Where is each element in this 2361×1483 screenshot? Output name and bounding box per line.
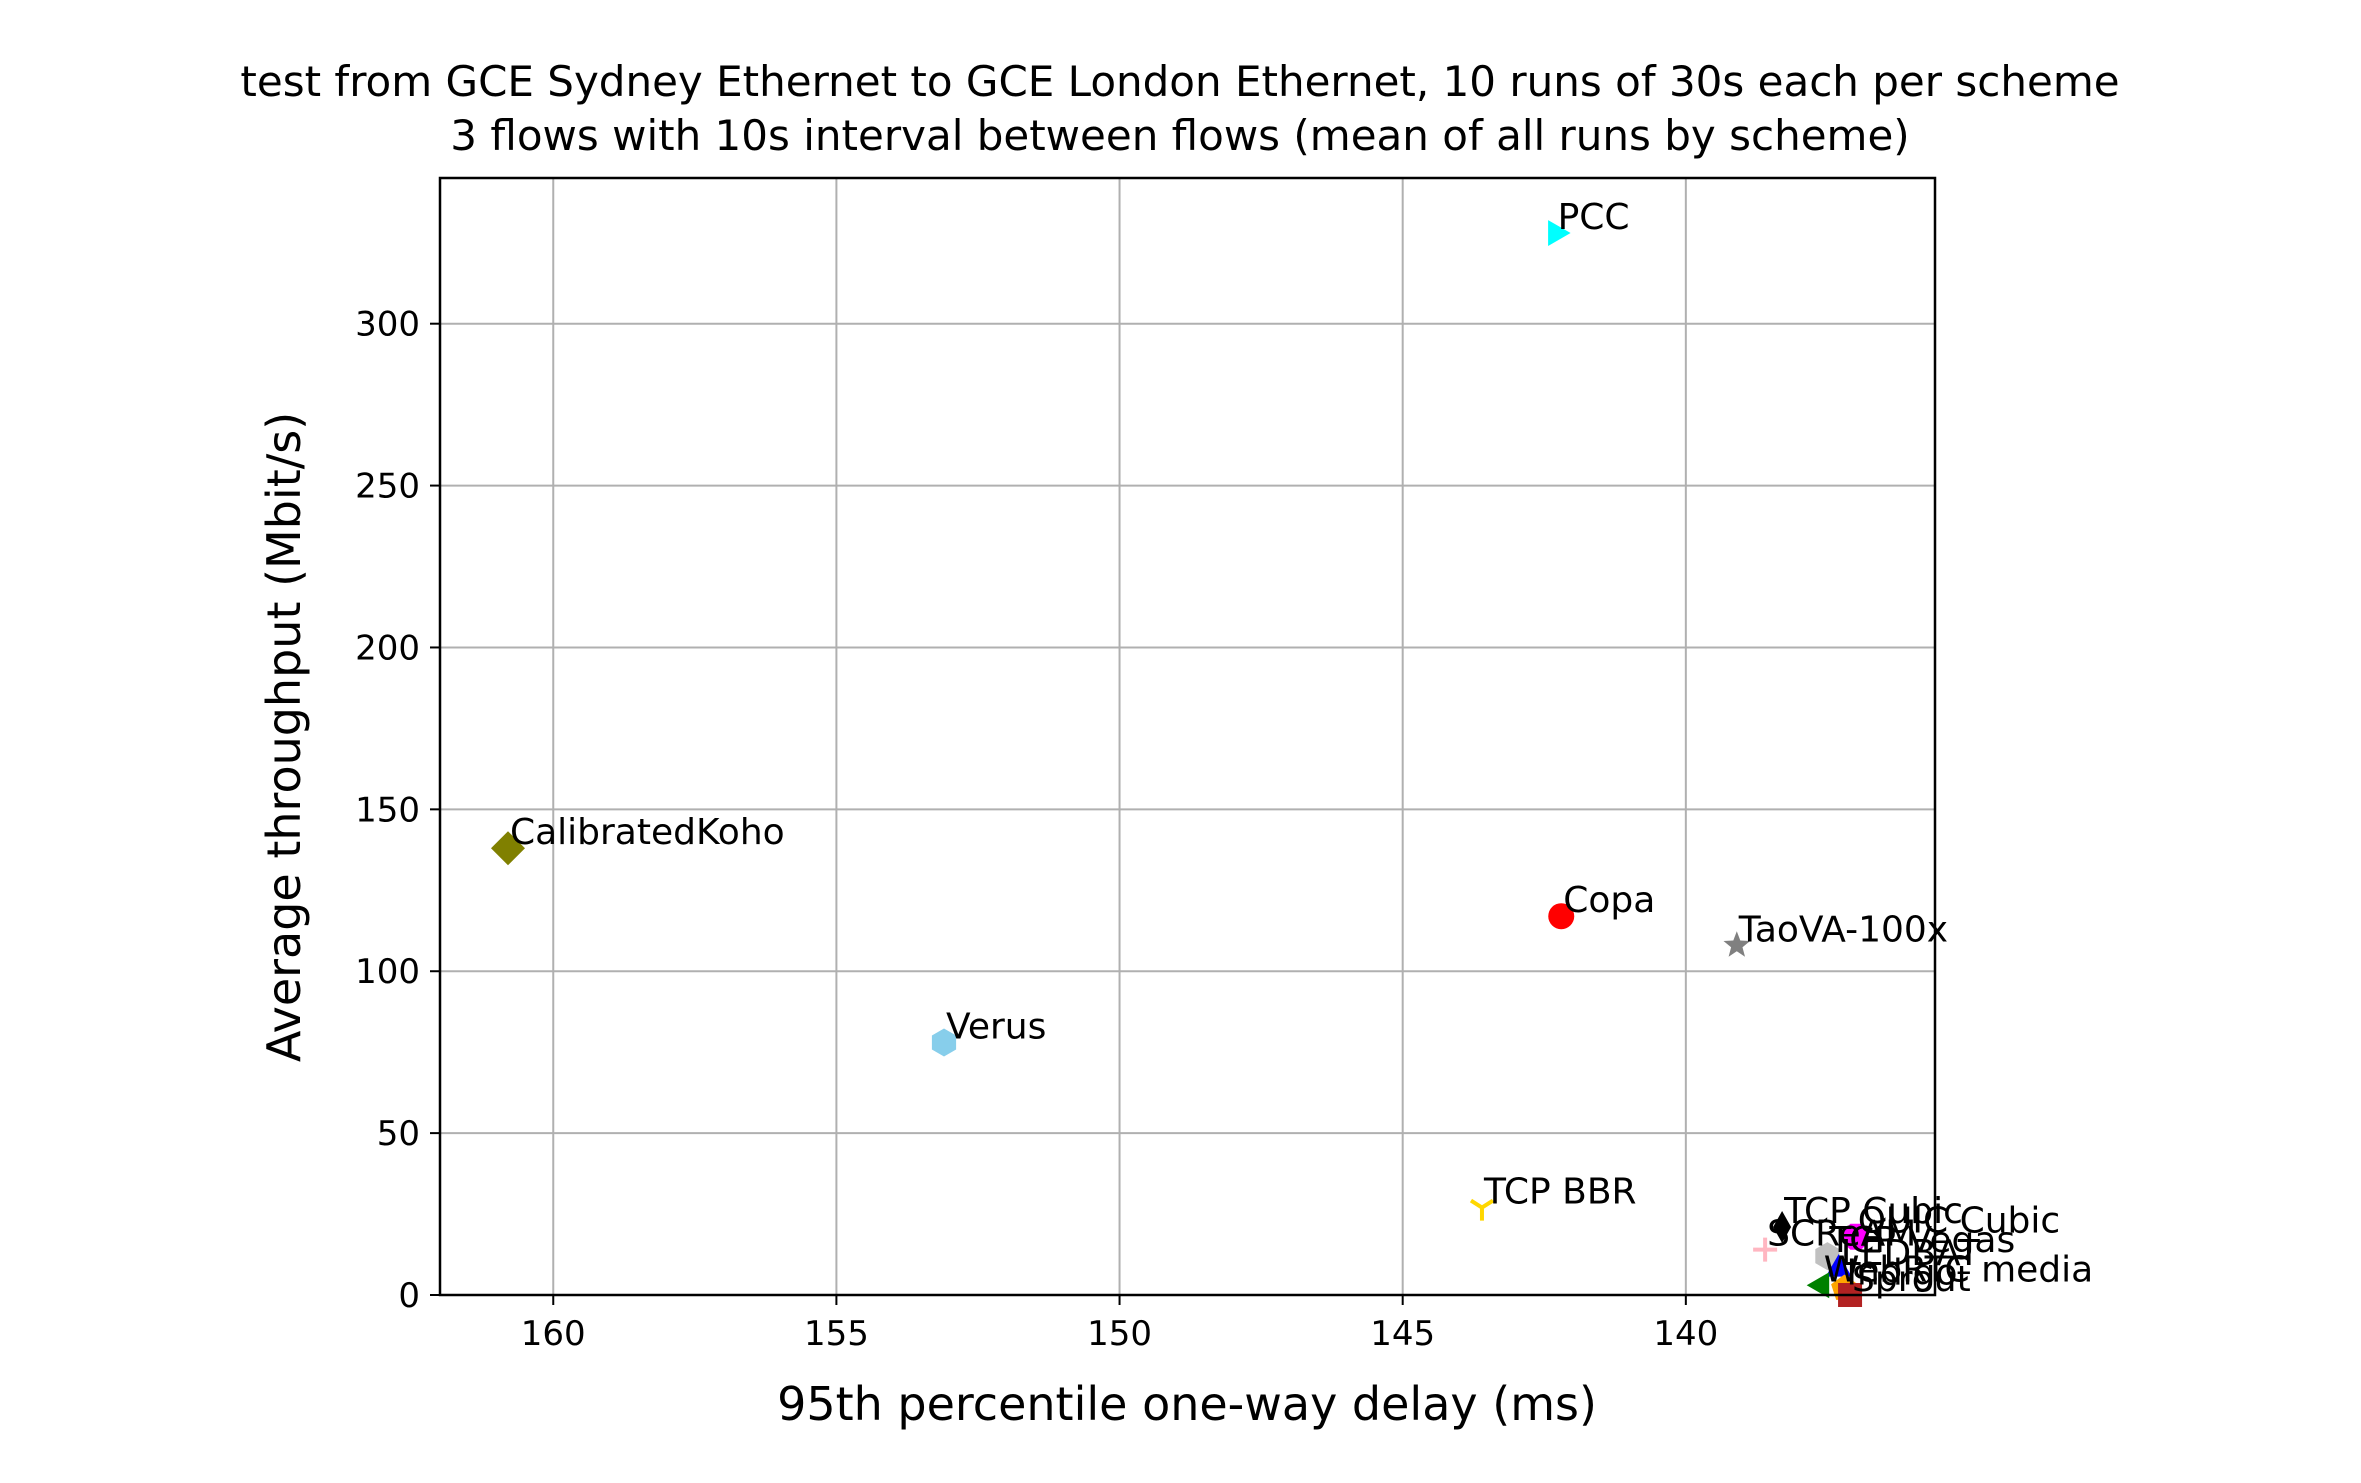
point-label: SCReAM: [1767, 1214, 1916, 1255]
point-label: WebRTC media: [1824, 1249, 2093, 1290]
point-label: TCP BBR: [1483, 1172, 1637, 1213]
point-label: CalibratedKoho: [510, 812, 785, 853]
point-marker: [1723, 931, 1751, 957]
chart-subtitle: 3 flows with 10s interval between flows …: [450, 111, 1909, 160]
point-marker: [491, 831, 525, 866]
point-label: QUIC Cubic: [1858, 1201, 2060, 1242]
point-label: PCC: [1558, 197, 1630, 238]
data-points: [491, 220, 1869, 1307]
y-tick-label: 0: [398, 1276, 420, 1316]
point-label: Indigo: [1846, 1253, 1957, 1294]
point-label: TCP Vegas: [1828, 1220, 2015, 1261]
y-tick-label: 150: [355, 790, 420, 830]
point-label: Copa: [1563, 880, 1655, 921]
x-tick-label: 160: [521, 1314, 586, 1354]
y-tick-label: 200: [355, 628, 420, 668]
point-marker: [1753, 1237, 1778, 1262]
point-label: TCP Cubic: [1783, 1191, 1963, 1232]
plot-frame: [438, 176, 1937, 1297]
y-axis-label: Average throughput (Mbit/s): [257, 412, 311, 1062]
point-label: Verus: [946, 1006, 1046, 1047]
point-marker: [1548, 903, 1575, 930]
x-tick-label: 155: [804, 1314, 869, 1354]
x-tick-label: 150: [1087, 1314, 1152, 1354]
grid: [440, 178, 1935, 1296]
point-marker: [1548, 220, 1571, 246]
y-tick-label: 100: [355, 952, 420, 992]
y-tick-label: 50: [377, 1114, 420, 1154]
point-marker: [1773, 1211, 1792, 1244]
axis-ticks: 160 155 150 145 140 0 50 100 150 200 250 300: [355, 305, 1718, 1354]
point-marker: [1469, 1198, 1495, 1221]
point-label: TaoVA-100x: [1738, 909, 1948, 950]
y-tick-label: 250: [355, 467, 420, 507]
point-marker: [1825, 1254, 1852, 1277]
point-marker: [1842, 1223, 1869, 1250]
point-marker: [931, 1028, 957, 1057]
chart-title: test from GCE Sydney Ethernet to GCE Lon…: [240, 57, 2119, 106]
point-marker: [1806, 1272, 1830, 1299]
y-tick-label: 300: [355, 305, 420, 345]
point-marker: [1815, 1242, 1840, 1271]
x-tick-label: 140: [1653, 1314, 1718, 1354]
x-tick-label: 145: [1370, 1314, 1435, 1354]
point-label: Sprout: [1852, 1259, 1971, 1300]
x-axis-label: 95th percentile one-way delay (ms): [777, 1377, 1597, 1431]
point-label: LEDBAT: [1841, 1233, 1981, 1274]
point-labels: PCC CalibratedKoho Copa TaoVA-100x Verus TCP …: [510, 197, 2093, 1300]
